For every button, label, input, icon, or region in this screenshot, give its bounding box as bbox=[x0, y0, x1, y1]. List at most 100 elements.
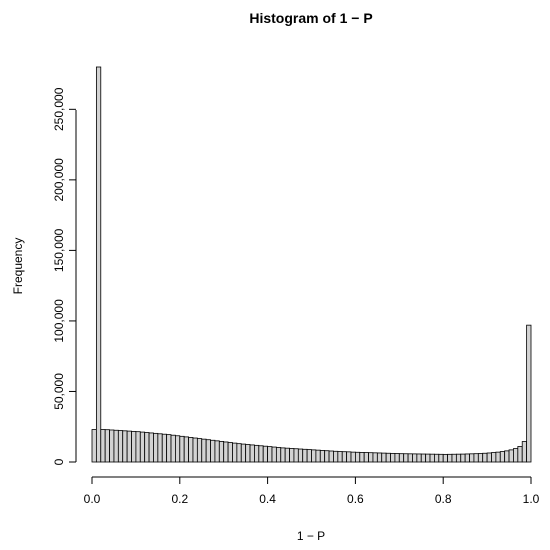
histogram-bar bbox=[442, 453, 448, 463]
histogram-bar bbox=[161, 433, 168, 463]
histogram-bar bbox=[139, 431, 146, 463]
histogram-bar bbox=[350, 451, 356, 463]
histogram-bar bbox=[262, 445, 268, 463]
histogram-bar bbox=[398, 453, 405, 463]
y-tick-label: 100,000 bbox=[52, 299, 66, 343]
histogram-bar bbox=[293, 448, 299, 463]
histogram-bar bbox=[188, 437, 194, 463]
y-tick-label: 250,000 bbox=[52, 87, 66, 131]
histogram-bar bbox=[394, 453, 400, 463]
histogram-bar bbox=[109, 429, 115, 463]
histogram-bar bbox=[359, 452, 365, 463]
histogram-bar bbox=[477, 453, 484, 463]
histogram-bar bbox=[376, 452, 383, 463]
y-tick-label: 200,000 bbox=[52, 158, 66, 202]
histogram-bar bbox=[157, 433, 163, 463]
histogram-bar bbox=[324, 450, 330, 463]
histogram-bar bbox=[153, 432, 159, 463]
histogram-bar bbox=[464, 453, 470, 463]
histogram-bar bbox=[227, 442, 233, 463]
histogram-bar bbox=[416, 453, 422, 463]
histogram-bar bbox=[429, 453, 435, 463]
x-tick-label: 0.4 bbox=[259, 492, 276, 506]
histogram-bar bbox=[412, 453, 418, 463]
histogram-bar bbox=[508, 449, 514, 463]
histogram-bar bbox=[495, 451, 501, 463]
histogram-bar bbox=[319, 450, 326, 463]
histogram-bar bbox=[482, 452, 488, 463]
histogram-bar bbox=[166, 434, 172, 463]
x-tick-label: 1.0 bbox=[523, 492, 540, 506]
x-axis-label: 1 − P bbox=[297, 529, 325, 543]
histogram-bar bbox=[315, 449, 321, 463]
histogram-bar bbox=[131, 430, 137, 463]
histogram-bar bbox=[148, 432, 154, 463]
histogram-bar bbox=[438, 453, 444, 463]
histogram-bar bbox=[504, 450, 510, 463]
histogram-bar bbox=[407, 453, 413, 463]
histogram-bar bbox=[91, 429, 97, 463]
histogram-bar bbox=[205, 439, 211, 463]
histogram-bar bbox=[245, 444, 251, 463]
histogram-bar bbox=[236, 443, 242, 463]
x-ticks-group: 0.0 0.2 0.4 0.6 0.8 1.0 bbox=[84, 477, 540, 506]
histogram-bar bbox=[425, 453, 431, 463]
histogram-bar bbox=[420, 453, 427, 463]
histogram-bar bbox=[179, 435, 185, 463]
chart-title: Histogram of 1 − P bbox=[249, 10, 372, 26]
histogram-bar bbox=[381, 452, 387, 463]
histogram-bar bbox=[170, 434, 176, 463]
histogram-bar bbox=[196, 438, 203, 463]
histogram-bar bbox=[451, 453, 457, 463]
histogram-bar bbox=[513, 448, 519, 463]
histogram-bar bbox=[311, 449, 317, 463]
histogram-bar bbox=[210, 439, 216, 463]
histogram-bar bbox=[447, 453, 453, 463]
histogram-bar bbox=[491, 452, 497, 463]
histogram-bar bbox=[337, 451, 343, 463]
histogram-bar bbox=[372, 452, 378, 463]
histogram-bar bbox=[341, 451, 348, 463]
histogram-bar bbox=[469, 453, 475, 463]
histogram-bar bbox=[346, 451, 352, 463]
histogram-bar bbox=[214, 440, 220, 463]
histogram-bar bbox=[95, 66, 102, 463]
histogram-bar bbox=[240, 443, 247, 463]
histogram-bar bbox=[455, 453, 462, 463]
histogram-bar bbox=[333, 450, 339, 463]
histogram-bar bbox=[254, 444, 260, 463]
x-tick-label: 0.0 bbox=[84, 492, 101, 506]
histogram-bar bbox=[100, 429, 106, 463]
histogram-bar bbox=[135, 431, 141, 463]
histogram-bar bbox=[289, 448, 295, 463]
histogram-bar bbox=[368, 452, 374, 463]
histogram-bar bbox=[517, 446, 523, 463]
y-tick-label: 0 bbox=[52, 458, 66, 465]
histogram-bar bbox=[201, 438, 207, 463]
histogram-bar bbox=[280, 447, 286, 463]
histogram-bar bbox=[302, 448, 308, 463]
histogram-bar bbox=[306, 449, 312, 463]
histogram-bar bbox=[297, 448, 304, 463]
histogram-bar bbox=[122, 430, 128, 463]
histogram-bar bbox=[526, 324, 532, 463]
histogram-bar bbox=[434, 453, 440, 463]
histogram-bar bbox=[104, 429, 110, 463]
histogram-bar bbox=[275, 447, 282, 463]
histogram-bar bbox=[521, 441, 528, 463]
histogram-bar bbox=[117, 430, 124, 463]
histogram-bar bbox=[183, 436, 189, 463]
histogram-bar bbox=[218, 440, 225, 463]
histogram-bar bbox=[249, 444, 255, 463]
y-tick-label: 150,000 bbox=[52, 228, 66, 272]
histogram-bar bbox=[232, 442, 238, 463]
histogram-bar bbox=[499, 451, 506, 463]
histogram-bar bbox=[284, 447, 290, 463]
x-tick-label: 0.8 bbox=[435, 492, 452, 506]
histogram-bar bbox=[267, 446, 273, 463]
x-tick-label: 0.6 bbox=[347, 492, 364, 506]
histogram-bar bbox=[223, 441, 229, 463]
histogram-bar bbox=[175, 435, 181, 463]
histogram-bar bbox=[473, 453, 479, 463]
